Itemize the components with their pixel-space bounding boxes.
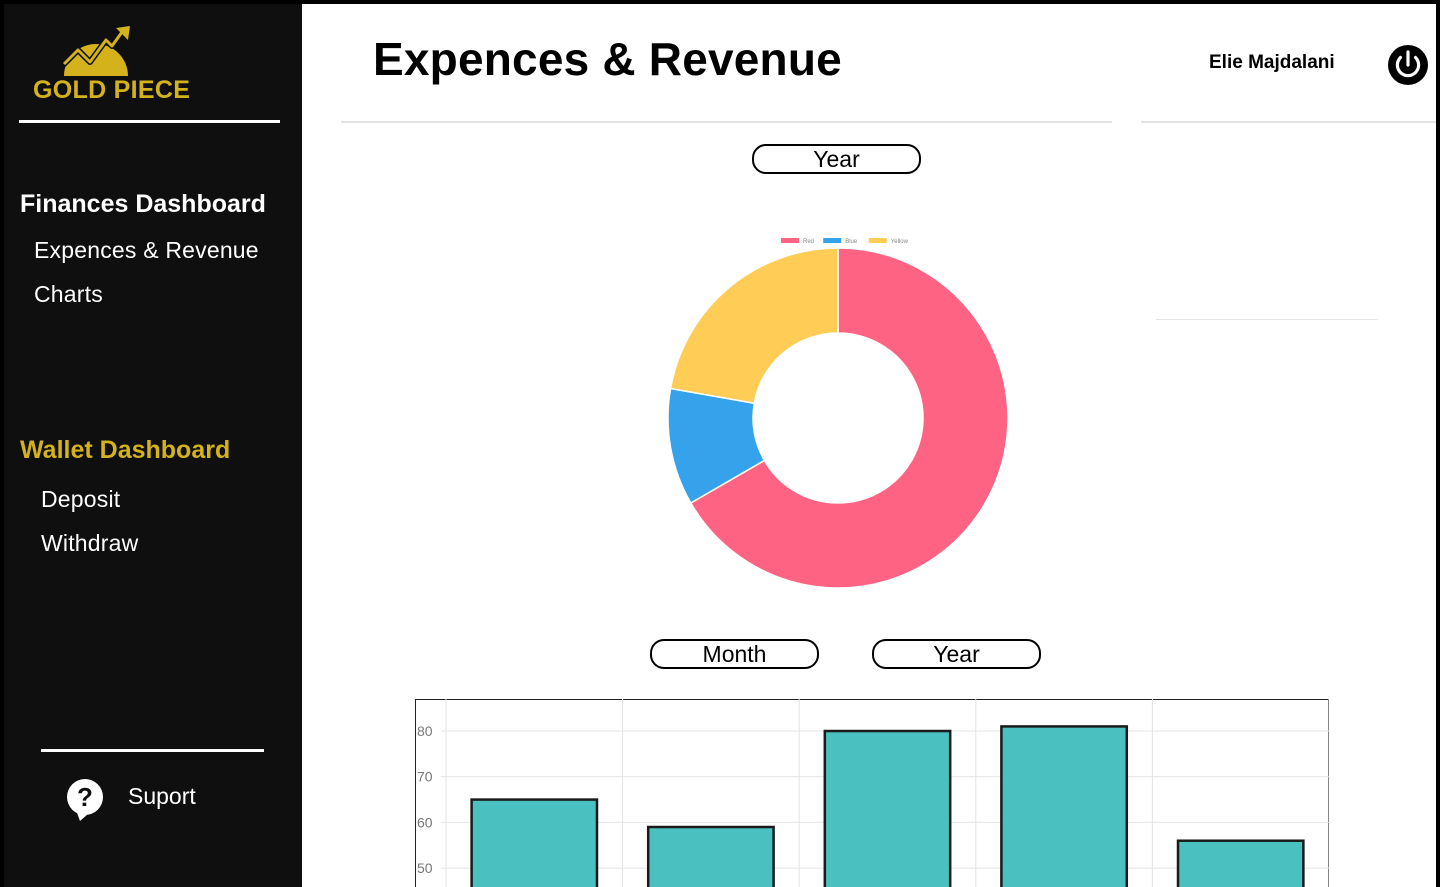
doughnut-slice-yellow[interactable] — [669, 247, 839, 405]
bar[interactable] — [823, 729, 952, 887]
y-tick-label: 60 — [417, 814, 433, 830]
sidebar-item-expences-revenue[interactable]: Expences & Revenue — [34, 237, 259, 263]
page-title: Expences & Revenue — [373, 33, 842, 85]
doughnut-slice-red[interactable] — [689, 247, 1009, 589]
legend-item: Red — [781, 238, 814, 245]
bar-year-button[interactable]: Year — [872, 639, 1041, 669]
finances-dashboard-heading[interactable]: Finances Dashboard — [20, 190, 266, 218]
sidebar-item-deposit[interactable]: Deposit — [41, 486, 121, 512]
legend-label: Yellow — [891, 239, 909, 245]
bar[interactable] — [646, 825, 775, 887]
y-tick-label: 50 — [417, 860, 433, 876]
sidebar: GOLD PIECE Finances Dashboard Expences &… — [4, 4, 302, 887]
gold-coin-chart-icon — [60, 26, 130, 76]
power-icon[interactable] — [1386, 43, 1430, 87]
sidebar-divider — [19, 120, 280, 123]
legend-label: Red — [803, 239, 814, 245]
user-name[interactable]: Elie Majdalani — [1209, 52, 1335, 73]
wallet-dashboard-heading[interactable]: Wallet Dashboard — [20, 436, 231, 464]
bar[interactable] — [470, 798, 599, 887]
bar[interactable] — [1176, 839, 1305, 887]
header-divider — [341, 121, 1112, 123]
side-panel-divider — [1156, 319, 1378, 320]
bar-chart: 50 60 70 80 — [415, 699, 1329, 887]
bar[interactable] — [1000, 725, 1129, 887]
donut-year-button[interactable]: Year — [752, 144, 921, 174]
y-tick-label: 70 — [417, 769, 433, 785]
bar-month-button[interactable]: Month — [650, 639, 819, 669]
legend-item: Blue — [823, 238, 858, 245]
sidebar-item-withdraw[interactable]: Withdraw — [41, 530, 139, 556]
bar-chart-svg: 50 60 70 80 — [415, 699, 1329, 887]
doughnut-chart-svg: Red Blue Yellow — [667, 238, 1009, 589]
legend-label: Blue — [845, 239, 858, 245]
sidebar-bottom-divider — [41, 749, 264, 752]
header-divider-right — [1141, 121, 1436, 123]
y-tick-label: 80 — [417, 723, 433, 739]
brand-logo-text: GOLD PIECE — [33, 76, 191, 104]
help-icon[interactable]: ? — [66, 778, 104, 822]
svg-text:?: ? — [77, 782, 93, 812]
legend-item: Yellow — [868, 238, 909, 245]
support-link[interactable]: Suport — [128, 783, 196, 809]
doughnut-chart: Red Blue Yellow — [664, 232, 1014, 594]
sidebar-item-charts[interactable]: Charts — [34, 281, 103, 307]
